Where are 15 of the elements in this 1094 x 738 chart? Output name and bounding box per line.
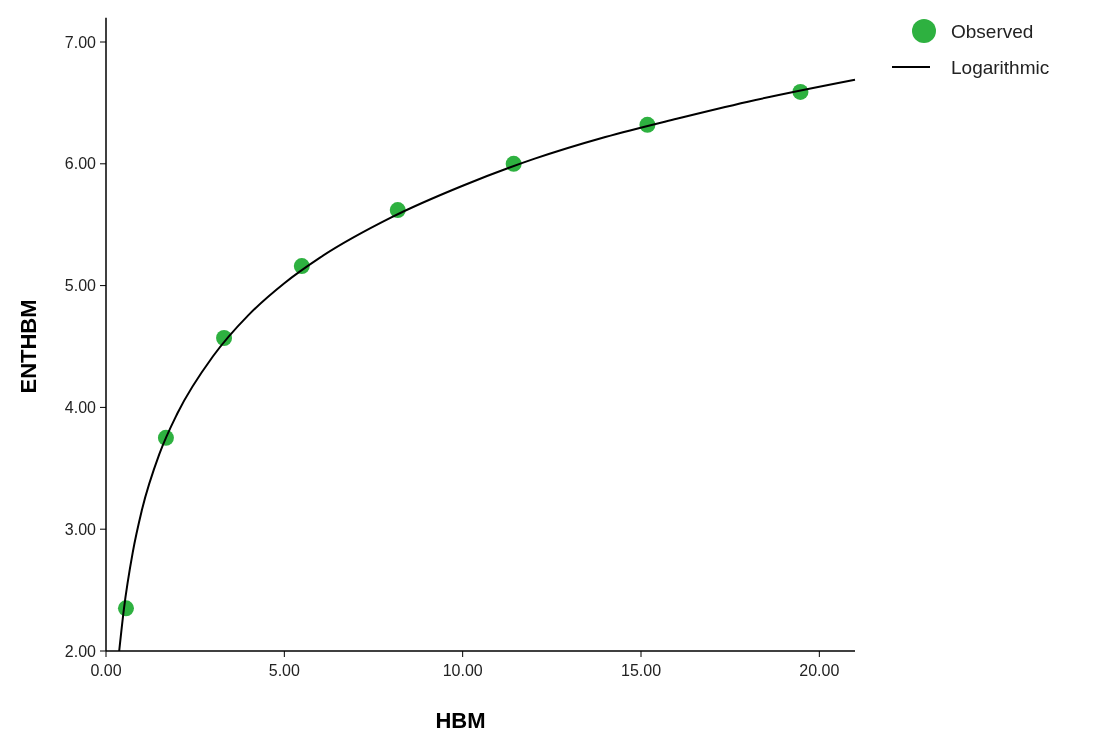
y-tick-label: 6.00 [64,155,97,173]
y-tick-label: 4.00 [64,399,97,416]
y-tick-label: 2.00 [64,642,97,660]
legend-label: Logarithmic [951,56,1050,78]
x-tick-label: 15.00 [620,662,662,679]
y-axis-title: ENTHBM [16,299,41,394]
legend-label: Observed [951,20,1034,42]
x-tick-label: 0.00 [90,662,122,679]
y-tick-label: 3.00 [64,520,97,538]
x-axis-title: HBM [435,708,486,733]
x-tick-label: 20.00 [799,662,840,679]
y-tick-label: 7.00 [64,33,97,51]
x-tick-label: 10.00 [442,662,483,679]
x-tick-label: 5.00 [268,662,301,679]
y-tick-label: 5.00 [64,277,97,295]
